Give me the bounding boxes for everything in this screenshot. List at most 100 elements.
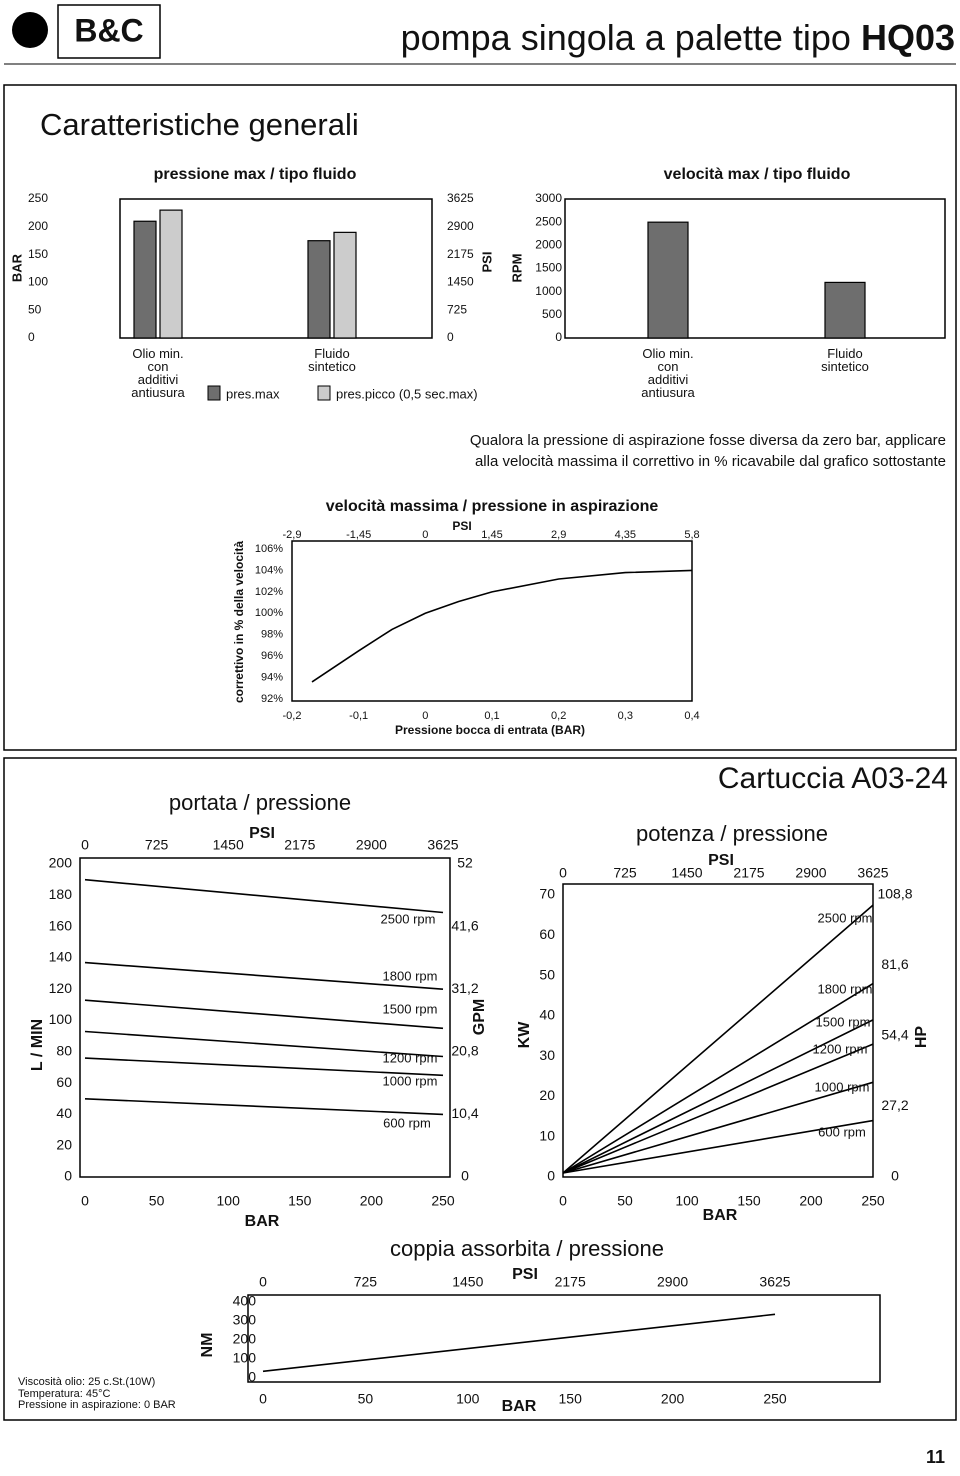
bar	[307, 240, 331, 339]
y-tick-label: 100	[233, 1350, 257, 1366]
condition: Viscosità olio: 25 c.St.(10W)	[18, 1376, 155, 1388]
y-tick-label: 250	[28, 191, 48, 205]
y-tick-label: 200	[233, 1331, 257, 1347]
bar	[159, 209, 183, 339]
line	[562, 1119, 874, 1174]
line	[84, 1098, 444, 1116]
x2-tick-label: 0	[259, 1274, 267, 1290]
x-tick-label: 50	[617, 1193, 633, 1209]
y-tick-label: 96%	[261, 650, 283, 662]
line-label: 1500 rpm	[816, 1014, 871, 1029]
y2-axis-label: GPM	[471, 999, 488, 1035]
page-number: 11	[926, 1447, 945, 1467]
x-tick-label: 250	[763, 1391, 787, 1407]
y-tick-label: 2500	[535, 214, 562, 228]
plot-frame	[291, 540, 693, 702]
x2-tick-label: 1450	[213, 837, 244, 853]
y-tick-label: 94%	[261, 671, 283, 683]
cartridge-title: Cartuccia A03-24	[718, 762, 948, 795]
category-label: Olio min. con additivi antiusura	[641, 346, 695, 400]
x-tick-label: 100	[675, 1193, 699, 1209]
note-line: alla velocità massima il correttivo in %…	[475, 453, 946, 470]
x2-tick-label: 3625	[427, 837, 458, 853]
legend-label: pres.max	[226, 386, 280, 401]
x-tick-label: 200	[360, 1193, 384, 1209]
y-tick-label: 102%	[255, 586, 283, 598]
y-tick-label: 0	[547, 1168, 555, 1184]
plot-frame	[562, 883, 874, 1178]
y2-tick-label: 1450	[447, 275, 474, 289]
y-tick-label: 100	[28, 275, 48, 289]
y-tick-label: 70	[539, 886, 555, 902]
model: HQ03	[861, 17, 955, 58]
plot-frame	[119, 198, 433, 339]
x-tick-label: 100	[217, 1193, 241, 1209]
condition: Pressione in aspirazione: 0 BAR	[18, 1399, 176, 1411]
y-tick-label: 150	[28, 247, 48, 261]
bar	[333, 231, 357, 339]
x2-tick-label: 5,8	[684, 529, 699, 541]
line-label: 1000 rpm	[383, 1073, 438, 1088]
y2-tick-label: 2900	[447, 219, 474, 233]
x2-tick-label: 3625	[759, 1274, 790, 1290]
x2-tick-label: 725	[354, 1274, 378, 1290]
y-tick-label: 200	[49, 855, 73, 871]
chart-title: velocità massima / pressione in aspirazi…	[326, 498, 659, 515]
x-tick-label: 50	[358, 1391, 374, 1407]
y-axis-label: L / MIN	[29, 1019, 46, 1071]
x2-tick-label: 3625	[857, 865, 888, 881]
x2-tick-label: 725	[145, 837, 169, 853]
y-tick-label: 60	[539, 926, 555, 942]
x2-tick-label: 4,35	[615, 529, 636, 541]
logo: B&C	[74, 12, 143, 48]
y2-tick-label: 52	[457, 855, 473, 871]
y-tick-label: 92%	[261, 693, 283, 705]
chart-title: potenza / pressione	[636, 821, 828, 846]
x-tick-label: 0	[259, 1391, 267, 1407]
line-label: 600 rpm	[383, 1115, 431, 1130]
x-tick-label: 150	[559, 1391, 583, 1407]
y-tick-label: 0	[248, 1369, 256, 1385]
y-tick-label: 500	[542, 307, 562, 321]
line	[84, 1057, 444, 1077]
chart-title: portata / pressione	[169, 790, 351, 815]
x2-axis-label: PSI	[249, 825, 275, 842]
y-tick-label: 50	[28, 302, 42, 316]
x-tick-label: 200	[661, 1391, 685, 1407]
note-line: Qualora la pressione di aspirazione foss…	[470, 432, 946, 449]
bar	[133, 220, 157, 339]
y2-tick-label: 27,2	[881, 1097, 908, 1113]
y-tick-label: 100	[49, 1011, 73, 1027]
category-label: Olio min. con additivi antiusura	[131, 346, 185, 400]
y-tick-label: 60	[56, 1074, 72, 1090]
y2-tick-label: 54,4	[881, 1027, 908, 1043]
y-tick-label: 40	[56, 1105, 72, 1121]
x2-tick-label: 2900	[795, 865, 826, 881]
y-tick-label: 3000	[535, 191, 562, 205]
line-label: 1200 rpm	[383, 1050, 438, 1065]
y2-tick-label: 10,4	[451, 1105, 478, 1121]
x-tick-label: 200	[799, 1193, 823, 1209]
y-axis-label: RPM	[509, 254, 524, 283]
y2-tick-label: 20,8	[451, 1043, 478, 1059]
y-tick-label: 20	[56, 1136, 72, 1152]
x-tick-label: 250	[431, 1193, 455, 1209]
plot-frame	[79, 857, 451, 1178]
y2-tick-label: 41,6	[451, 917, 478, 933]
x2-tick-label: 2175	[284, 837, 315, 853]
y-tick-label: 200	[28, 219, 48, 233]
x2-tick-label: 0	[81, 837, 89, 853]
y-tick-label: 100%	[255, 607, 283, 619]
y-tick-label: 106%	[255, 543, 283, 555]
y-tick-label: 1500	[535, 261, 562, 275]
x-tick-label: 50	[149, 1193, 165, 1209]
x2-axis-label: PSI	[452, 519, 471, 533]
line-label: 1500 rpm	[383, 1001, 438, 1016]
y2-tick-label: 0	[461, 1168, 469, 1184]
x2-tick-label: 2900	[657, 1274, 688, 1290]
y-tick-label: 0	[64, 1168, 72, 1184]
y-tick-label: 2000	[535, 238, 562, 252]
y-tick-label: 300	[233, 1312, 257, 1328]
x-tick-label: -0,2	[283, 710, 302, 722]
